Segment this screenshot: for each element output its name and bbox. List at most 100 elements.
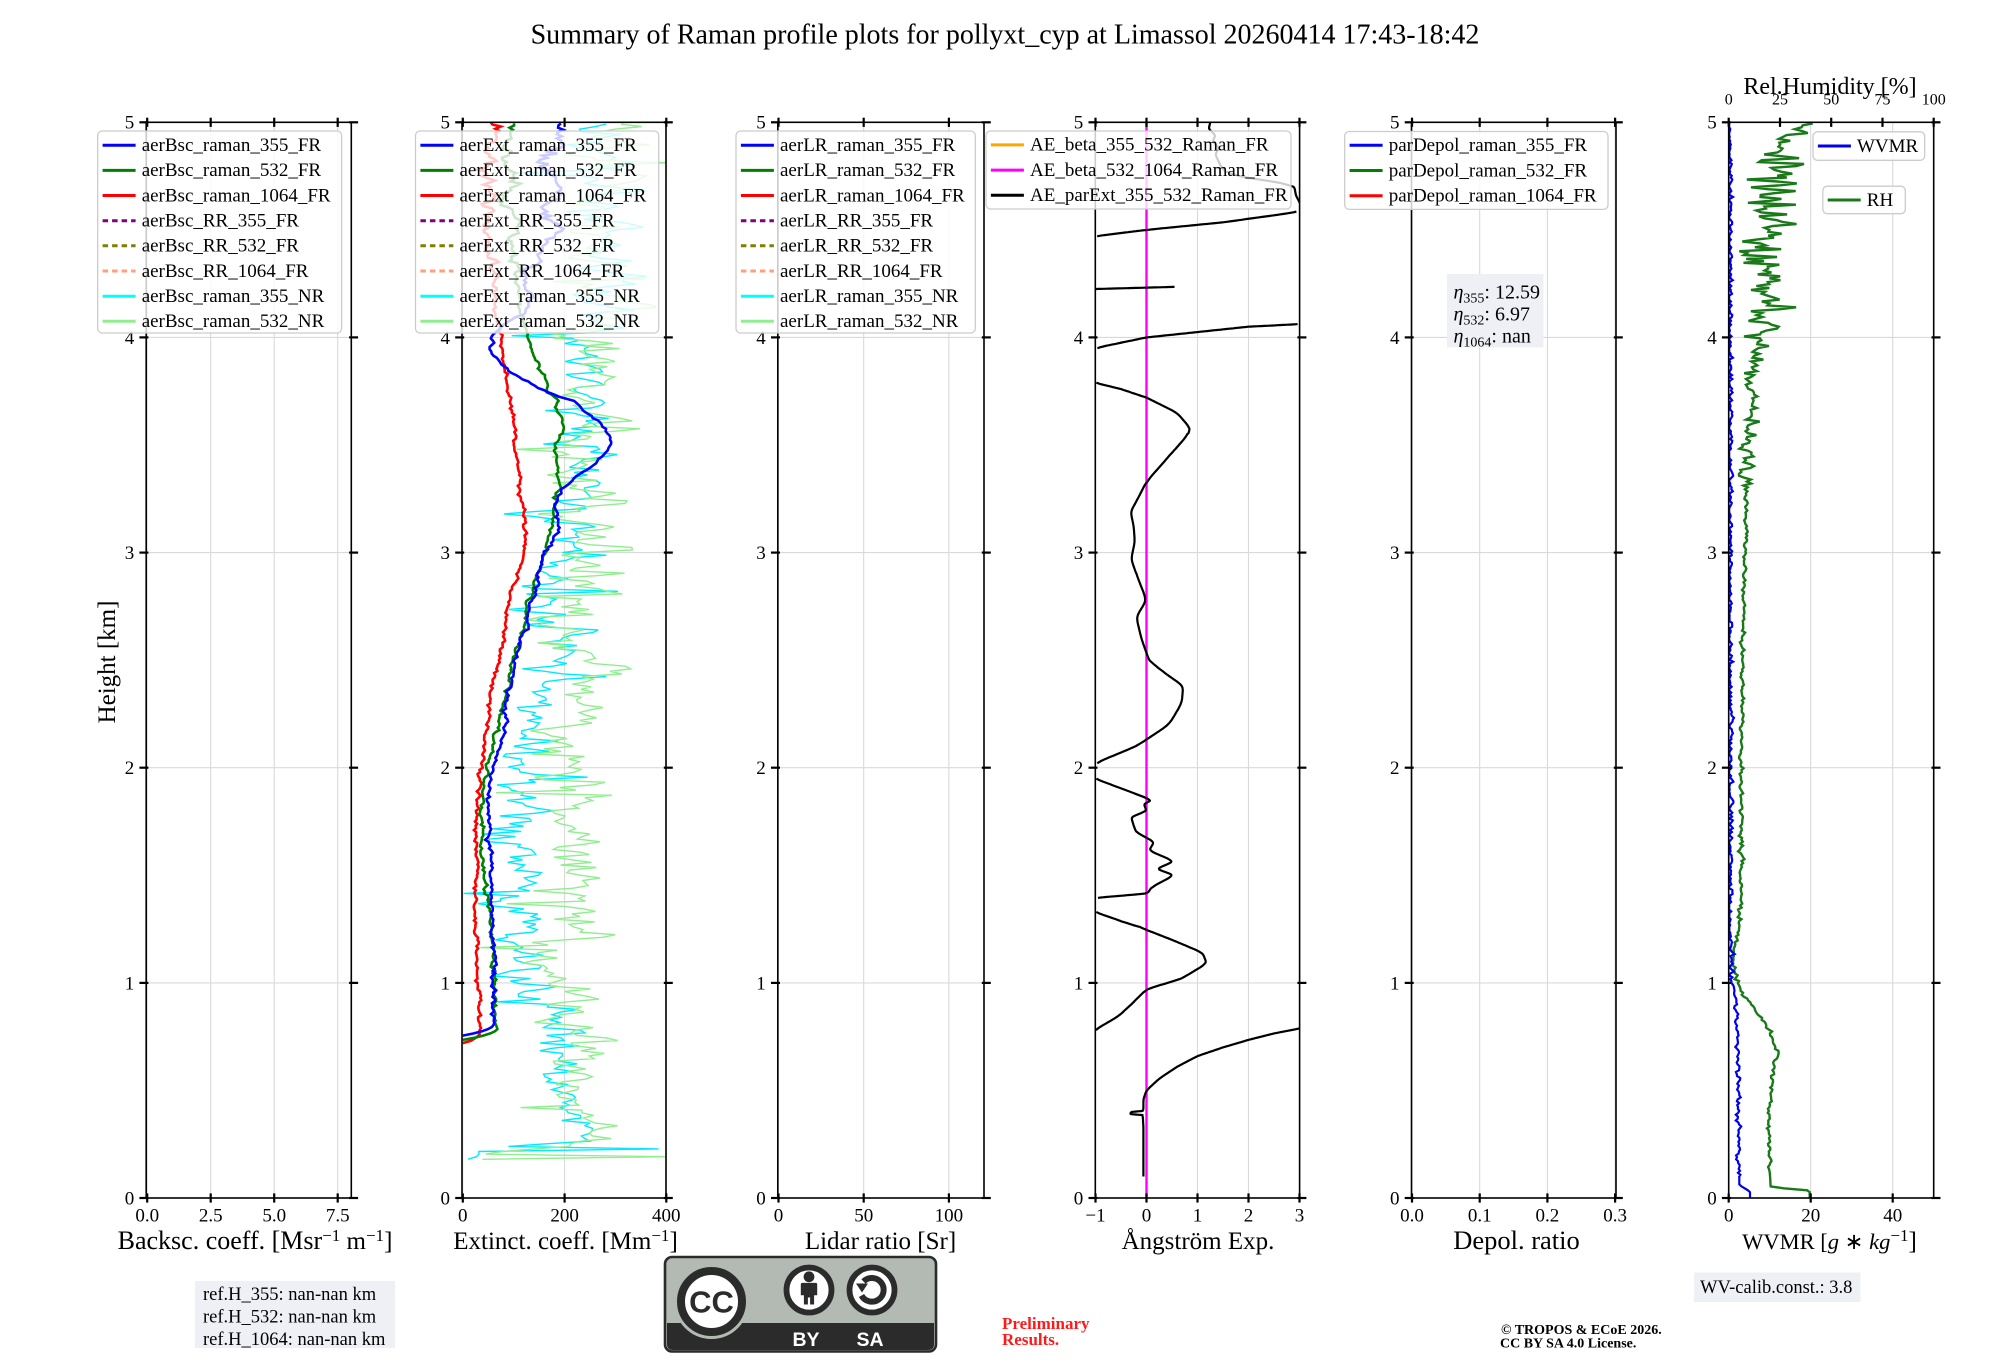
svg-text:1: 1 — [1707, 973, 1717, 994]
svg-text:Backsc. coeff. [Msr−1 m−1]: Backsc. coeff. [Msr−1 m−1] — [118, 1226, 393, 1255]
svg-text:25: 25 — [1772, 92, 1788, 109]
svg-text:0: 0 — [1142, 1206, 1152, 1227]
svg-text:aerLR_raman_1064_FR: aerLR_raman_1064_FR — [780, 185, 965, 206]
svg-text:aerBsc_raman_355_FR: aerBsc_raman_355_FR — [142, 135, 322, 156]
svg-text:0: 0 — [1707, 1188, 1717, 1209]
svg-text:50: 50 — [854, 1206, 873, 1227]
svg-text:0.0: 0.0 — [1400, 1206, 1424, 1227]
svg-text:SA: SA — [856, 1329, 883, 1351]
svg-text:ref.H_1064: nan-nan km: ref.H_1064: nan-nan km — [203, 1330, 386, 1350]
svg-text:0.1: 0.1 — [1468, 1206, 1492, 1227]
svg-text:aerExt_raman_532_FR: aerExt_raman_532_FR — [460, 160, 638, 181]
svg-text:Summary of Raman profile plots: Summary of Raman profile plots for polly… — [531, 20, 1480, 51]
svg-text:4: 4 — [441, 328, 451, 349]
svg-text:0: 0 — [774, 1206, 784, 1227]
svg-text:1: 1 — [1193, 1206, 1203, 1227]
svg-text:1: 1 — [1390, 973, 1400, 994]
svg-text:3: 3 — [125, 543, 135, 564]
svg-text:aerExt_RR_355_FR: aerExt_RR_355_FR — [460, 211, 615, 232]
svg-text:3: 3 — [1707, 543, 1717, 564]
svg-text:100: 100 — [1922, 92, 1946, 109]
svg-text:4: 4 — [1707, 328, 1717, 349]
svg-text:0: 0 — [125, 1188, 135, 1209]
svg-text:400: 400 — [652, 1206, 681, 1227]
svg-text:−1: −1 — [1085, 1206, 1105, 1227]
svg-text:Results.: Results. — [1002, 1330, 1059, 1349]
svg-text:BY: BY — [792, 1329, 819, 1351]
svg-text:η355: 12.59: η355: 12.59 — [1454, 282, 1540, 307]
svg-text:75: 75 — [1875, 92, 1891, 109]
svg-text:aerLR_raman_355_NR: aerLR_raman_355_NR — [780, 286, 959, 307]
svg-text:ref.H_532: nan-nan km: ref.H_532: nan-nan km — [203, 1308, 377, 1328]
svg-text:RH: RH — [1867, 190, 1894, 211]
svg-text:2: 2 — [441, 758, 451, 779]
svg-text:2: 2 — [1390, 758, 1400, 779]
svg-text:aerBsc_raman_355_NR: aerBsc_raman_355_NR — [142, 286, 325, 307]
svg-text:50: 50 — [1823, 92, 1839, 109]
svg-text:1: 1 — [1074, 973, 1084, 994]
svg-text:aerLR_RR_1064_FR: aerLR_RR_1064_FR — [780, 261, 943, 282]
svg-text:aerBsc_RR_1064_FR: aerBsc_RR_1064_FR — [142, 261, 309, 282]
svg-text:3: 3 — [441, 543, 451, 564]
svg-text:20: 20 — [1801, 1206, 1820, 1227]
svg-text:2: 2 — [1244, 1206, 1254, 1227]
svg-text:Preliminary: Preliminary — [1002, 1314, 1090, 1333]
svg-text:aerLR_raman_532_NR: aerLR_raman_532_NR — [780, 311, 959, 332]
svg-text:WVMR: WVMR — [1857, 136, 1919, 157]
svg-text:Depol. ratio: Depol. ratio — [1453, 1225, 1580, 1255]
svg-text:aerExt_RR_532_FR: aerExt_RR_532_FR — [460, 236, 615, 257]
svg-text:3: 3 — [1390, 543, 1400, 564]
svg-text:0.2: 0.2 — [1536, 1206, 1560, 1227]
svg-text:3: 3 — [1295, 1206, 1305, 1227]
svg-text:aerBsc_RR_355_FR: aerBsc_RR_355_FR — [142, 211, 300, 232]
svg-text:parDepol_raman_355_FR: parDepol_raman_355_FR — [1389, 135, 1588, 156]
svg-text:aerExt_raman_1064_FR: aerExt_raman_1064_FR — [460, 185, 647, 206]
svg-text:200: 200 — [550, 1206, 579, 1227]
svg-text:2: 2 — [756, 758, 766, 779]
svg-text:5.0: 5.0 — [262, 1206, 286, 1227]
svg-text:aerExt_raman_532_NR: aerExt_raman_532_NR — [460, 311, 641, 332]
svg-text:aerExt_raman_355_FR: aerExt_raman_355_FR — [460, 135, 638, 156]
svg-text:40: 40 — [1883, 1206, 1902, 1227]
svg-text:aerBsc_raman_532_NR: aerBsc_raman_532_NR — [142, 311, 325, 332]
svg-text:100: 100 — [935, 1206, 964, 1227]
svg-text:parDepol_raman_532_FR: parDepol_raman_532_FR — [1389, 160, 1588, 181]
svg-text:4: 4 — [1074, 328, 1084, 349]
svg-text:Ångström Exp.: Ångström Exp. — [1122, 1228, 1275, 1255]
svg-text:1: 1 — [756, 973, 766, 994]
svg-text:1: 1 — [441, 973, 451, 994]
svg-text:AE_beta_355_532_Raman_FR: AE_beta_355_532_Raman_FR — [1030, 135, 1269, 156]
svg-text:AE_parExt_355_532_Raman_FR: AE_parExt_355_532_Raman_FR — [1030, 185, 1288, 206]
svg-text:aerExt_raman_355_NR: aerExt_raman_355_NR — [460, 286, 641, 307]
svg-text:0: 0 — [458, 1206, 468, 1227]
svg-text:2.5: 2.5 — [199, 1206, 223, 1227]
svg-text:5: 5 — [1074, 113, 1084, 134]
svg-text:5: 5 — [441, 113, 451, 134]
svg-text:0.0: 0.0 — [135, 1206, 159, 1227]
svg-text:5: 5 — [1707, 113, 1717, 134]
svg-text:AE_beta_532_1064_Raman_FR: AE_beta_532_1064_Raman_FR — [1030, 160, 1278, 181]
svg-text:5: 5 — [756, 113, 766, 134]
svg-text:4: 4 — [756, 328, 766, 349]
svg-text:0: 0 — [1390, 1188, 1400, 1209]
svg-text:ref.H_355: nan-nan km: ref.H_355: nan-nan km — [203, 1285, 377, 1305]
svg-text:η532: 6.97: η532: 6.97 — [1454, 304, 1530, 329]
svg-text:aerBsc_raman_532_FR: aerBsc_raman_532_FR — [142, 160, 322, 181]
svg-text:7.5: 7.5 — [326, 1206, 350, 1227]
svg-text:Lidar ratio [Sr]: Lidar ratio [Sr] — [805, 1228, 956, 1255]
svg-text:Rel.Humidity [%]: Rel.Humidity [%] — [1743, 74, 1916, 100]
svg-text:η1064: nan: η1064: nan — [1454, 326, 1531, 351]
svg-text:aerExt_RR_1064_FR: aerExt_RR_1064_FR — [460, 261, 625, 282]
svg-text:aerLR_RR_355_FR: aerLR_RR_355_FR — [780, 211, 933, 232]
svg-text:Height [km]: Height [km] — [94, 601, 121, 724]
svg-text:4: 4 — [125, 328, 135, 349]
svg-text:CC: CC — [689, 1285, 734, 1320]
svg-text:0: 0 — [1725, 92, 1733, 109]
svg-text:1: 1 — [125, 973, 135, 994]
svg-text:0: 0 — [1074, 1188, 1084, 1209]
svg-text:aerLR_RR_532_FR: aerLR_RR_532_FR — [780, 236, 933, 257]
svg-text:CC BY SA 4.0 License.: CC BY SA 4.0 License. — [1500, 1337, 1636, 1352]
svg-text:aerLR_raman_355_FR: aerLR_raman_355_FR — [780, 135, 956, 156]
svg-text:parDepol_raman_1064_FR: parDepol_raman_1064_FR — [1389, 186, 1597, 207]
svg-text:WVMR [g ∗ kg−1]: WVMR [g ∗ kg−1] — [1742, 1226, 1917, 1255]
